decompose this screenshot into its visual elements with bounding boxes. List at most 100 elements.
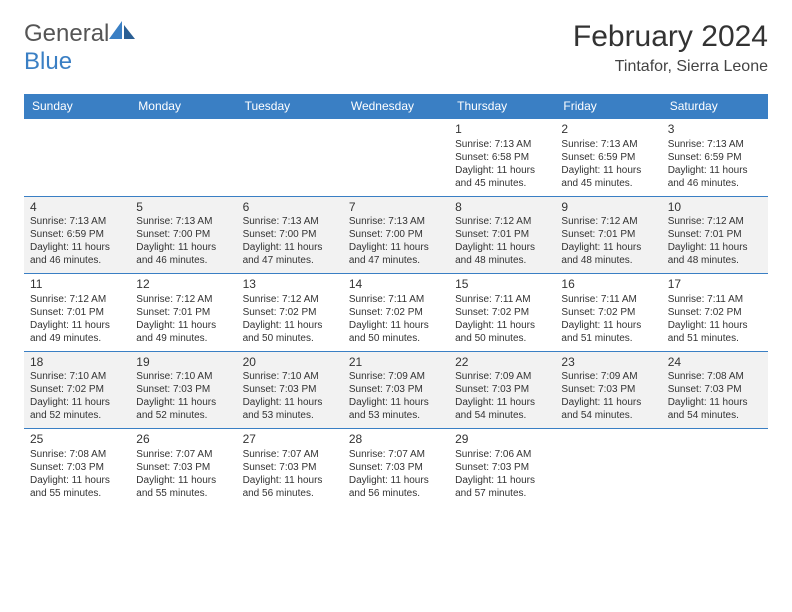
- day-number: 9: [561, 200, 655, 216]
- sunrise-text: Sunrise: 7:13 AM: [349, 215, 443, 228]
- sunset-text: Sunset: 7:03 PM: [30, 461, 124, 474]
- calendar-cell: 4Sunrise: 7:13 AMSunset: 6:59 PMDaylight…: [24, 196, 130, 274]
- day-number: 3: [668, 122, 762, 138]
- day-header: Monday: [130, 94, 236, 119]
- calendar-week: 25Sunrise: 7:08 AMSunset: 7:03 PMDayligh…: [24, 429, 768, 506]
- calendar-week: 11Sunrise: 7:12 AMSunset: 7:01 PMDayligh…: [24, 274, 768, 352]
- sunset-text: Sunset: 7:03 PM: [243, 461, 337, 474]
- day-number: 7: [349, 200, 443, 216]
- daylight-text: Daylight: 11 hours and 47 minutes.: [349, 241, 443, 267]
- calendar-cell: 27Sunrise: 7:07 AMSunset: 7:03 PMDayligh…: [237, 429, 343, 506]
- calendar-cell: [555, 429, 661, 506]
- sunrise-text: Sunrise: 7:08 AM: [668, 370, 762, 383]
- sunrise-text: Sunrise: 7:12 AM: [243, 293, 337, 306]
- sunset-text: Sunset: 7:03 PM: [668, 383, 762, 396]
- calendar-cell: [24, 119, 130, 197]
- sunrise-text: Sunrise: 7:08 AM: [30, 448, 124, 461]
- day-number: 24: [668, 355, 762, 371]
- sunset-text: Sunset: 7:03 PM: [561, 383, 655, 396]
- calendar-cell: 25Sunrise: 7:08 AMSunset: 7:03 PMDayligh…: [24, 429, 130, 506]
- day-number: 12: [136, 277, 230, 293]
- location-label: Tintafor, Sierra Leone: [573, 58, 768, 76]
- calendar-cell: 22Sunrise: 7:09 AMSunset: 7:03 PMDayligh…: [449, 351, 555, 429]
- day-number: 16: [561, 277, 655, 293]
- sunset-text: Sunset: 7:00 PM: [136, 228, 230, 241]
- sunrise-text: Sunrise: 7:13 AM: [30, 215, 124, 228]
- sunrise-text: Sunrise: 7:09 AM: [561, 370, 655, 383]
- daylight-text: Daylight: 11 hours and 57 minutes.: [455, 474, 549, 500]
- calendar-cell: [130, 119, 236, 197]
- sunrise-text: Sunrise: 7:07 AM: [243, 448, 337, 461]
- sunrise-text: Sunrise: 7:13 AM: [455, 138, 549, 151]
- sunrise-text: Sunrise: 7:13 AM: [243, 215, 337, 228]
- daylight-text: Daylight: 11 hours and 46 minutes.: [30, 241, 124, 267]
- day-number: 22: [455, 355, 549, 371]
- day-number: 5: [136, 200, 230, 216]
- day-number: 20: [243, 355, 337, 371]
- sunset-text: Sunset: 7:03 PM: [349, 461, 443, 474]
- daylight-text: Daylight: 11 hours and 52 minutes.: [30, 396, 124, 422]
- sunset-text: Sunset: 7:02 PM: [455, 306, 549, 319]
- daylight-text: Daylight: 11 hours and 53 minutes.: [243, 396, 337, 422]
- daylight-text: Daylight: 11 hours and 54 minutes.: [561, 396, 655, 422]
- calendar-cell: 20Sunrise: 7:10 AMSunset: 7:03 PMDayligh…: [237, 351, 343, 429]
- sunrise-text: Sunrise: 7:13 AM: [561, 138, 655, 151]
- sunrise-text: Sunrise: 7:07 AM: [136, 448, 230, 461]
- sunset-text: Sunset: 7:02 PM: [243, 306, 337, 319]
- sunset-text: Sunset: 7:02 PM: [668, 306, 762, 319]
- calendar-cell: [237, 119, 343, 197]
- day-number: 29: [455, 432, 549, 448]
- sunrise-text: Sunrise: 7:10 AM: [136, 370, 230, 383]
- calendar-cell: 11Sunrise: 7:12 AMSunset: 7:01 PMDayligh…: [24, 274, 130, 352]
- day-number: 4: [30, 200, 124, 216]
- calendar-cell: 2Sunrise: 7:13 AMSunset: 6:59 PMDaylight…: [555, 119, 661, 197]
- logo-text-1: General: [24, 20, 109, 47]
- sunset-text: Sunset: 7:01 PM: [30, 306, 124, 319]
- calendar-cell: 23Sunrise: 7:09 AMSunset: 7:03 PMDayligh…: [555, 351, 661, 429]
- sunset-text: Sunset: 7:01 PM: [455, 228, 549, 241]
- sunrise-text: Sunrise: 7:10 AM: [30, 370, 124, 383]
- daylight-text: Daylight: 11 hours and 56 minutes.: [349, 474, 443, 500]
- calendar-cell: 18Sunrise: 7:10 AMSunset: 7:02 PMDayligh…: [24, 351, 130, 429]
- calendar-week: 4Sunrise: 7:13 AMSunset: 6:59 PMDaylight…: [24, 196, 768, 274]
- sunrise-text: Sunrise: 7:09 AM: [455, 370, 549, 383]
- calendar-cell: 7Sunrise: 7:13 AMSunset: 7:00 PMDaylight…: [343, 196, 449, 274]
- daylight-text: Daylight: 11 hours and 54 minutes.: [668, 396, 762, 422]
- calendar-cell: 5Sunrise: 7:13 AMSunset: 7:00 PMDaylight…: [130, 196, 236, 274]
- calendar-cell: 15Sunrise: 7:11 AMSunset: 7:02 PMDayligh…: [449, 274, 555, 352]
- sunrise-text: Sunrise: 7:13 AM: [136, 215, 230, 228]
- day-number: 15: [455, 277, 549, 293]
- sunset-text: Sunset: 6:59 PM: [561, 151, 655, 164]
- daylight-text: Daylight: 11 hours and 54 minutes.: [455, 396, 549, 422]
- daylight-text: Daylight: 11 hours and 55 minutes.: [136, 474, 230, 500]
- sail-icon: [109, 21, 135, 41]
- day-number: 28: [349, 432, 443, 448]
- sunset-text: Sunset: 7:03 PM: [136, 383, 230, 396]
- sunset-text: Sunset: 7:03 PM: [243, 383, 337, 396]
- sunset-text: Sunset: 6:59 PM: [30, 228, 124, 241]
- calendar-cell: 9Sunrise: 7:12 AMSunset: 7:01 PMDaylight…: [555, 196, 661, 274]
- calendar-cell: 16Sunrise: 7:11 AMSunset: 7:02 PMDayligh…: [555, 274, 661, 352]
- daylight-text: Daylight: 11 hours and 48 minutes.: [561, 241, 655, 267]
- sunrise-text: Sunrise: 7:11 AM: [349, 293, 443, 306]
- day-number: 18: [30, 355, 124, 371]
- calendar-week: 1Sunrise: 7:13 AMSunset: 6:58 PMDaylight…: [24, 119, 768, 197]
- logo-text: GeneralBlue: [24, 20, 135, 76]
- day-number: 23: [561, 355, 655, 371]
- sunrise-text: Sunrise: 7:12 AM: [136, 293, 230, 306]
- day-number: 2: [561, 122, 655, 138]
- daylight-text: Daylight: 11 hours and 52 minutes.: [136, 396, 230, 422]
- sunset-text: Sunset: 7:01 PM: [136, 306, 230, 319]
- calendar-table: SundayMondayTuesdayWednesdayThursdayFrid…: [24, 94, 768, 506]
- sunset-text: Sunset: 7:02 PM: [30, 383, 124, 396]
- calendar-body: 1Sunrise: 7:13 AMSunset: 6:58 PMDaylight…: [24, 119, 768, 506]
- daylight-text: Daylight: 11 hours and 48 minutes.: [455, 241, 549, 267]
- daylight-text: Daylight: 11 hours and 56 minutes.: [243, 474, 337, 500]
- calendar-cell: 19Sunrise: 7:10 AMSunset: 7:03 PMDayligh…: [130, 351, 236, 429]
- calendar-cell: 17Sunrise: 7:11 AMSunset: 7:02 PMDayligh…: [662, 274, 768, 352]
- sunset-text: Sunset: 7:01 PM: [668, 228, 762, 241]
- daylight-text: Daylight: 11 hours and 51 minutes.: [561, 319, 655, 345]
- calendar-cell: 6Sunrise: 7:13 AMSunset: 7:00 PMDaylight…: [237, 196, 343, 274]
- sunrise-text: Sunrise: 7:12 AM: [561, 215, 655, 228]
- sunrise-text: Sunrise: 7:13 AM: [668, 138, 762, 151]
